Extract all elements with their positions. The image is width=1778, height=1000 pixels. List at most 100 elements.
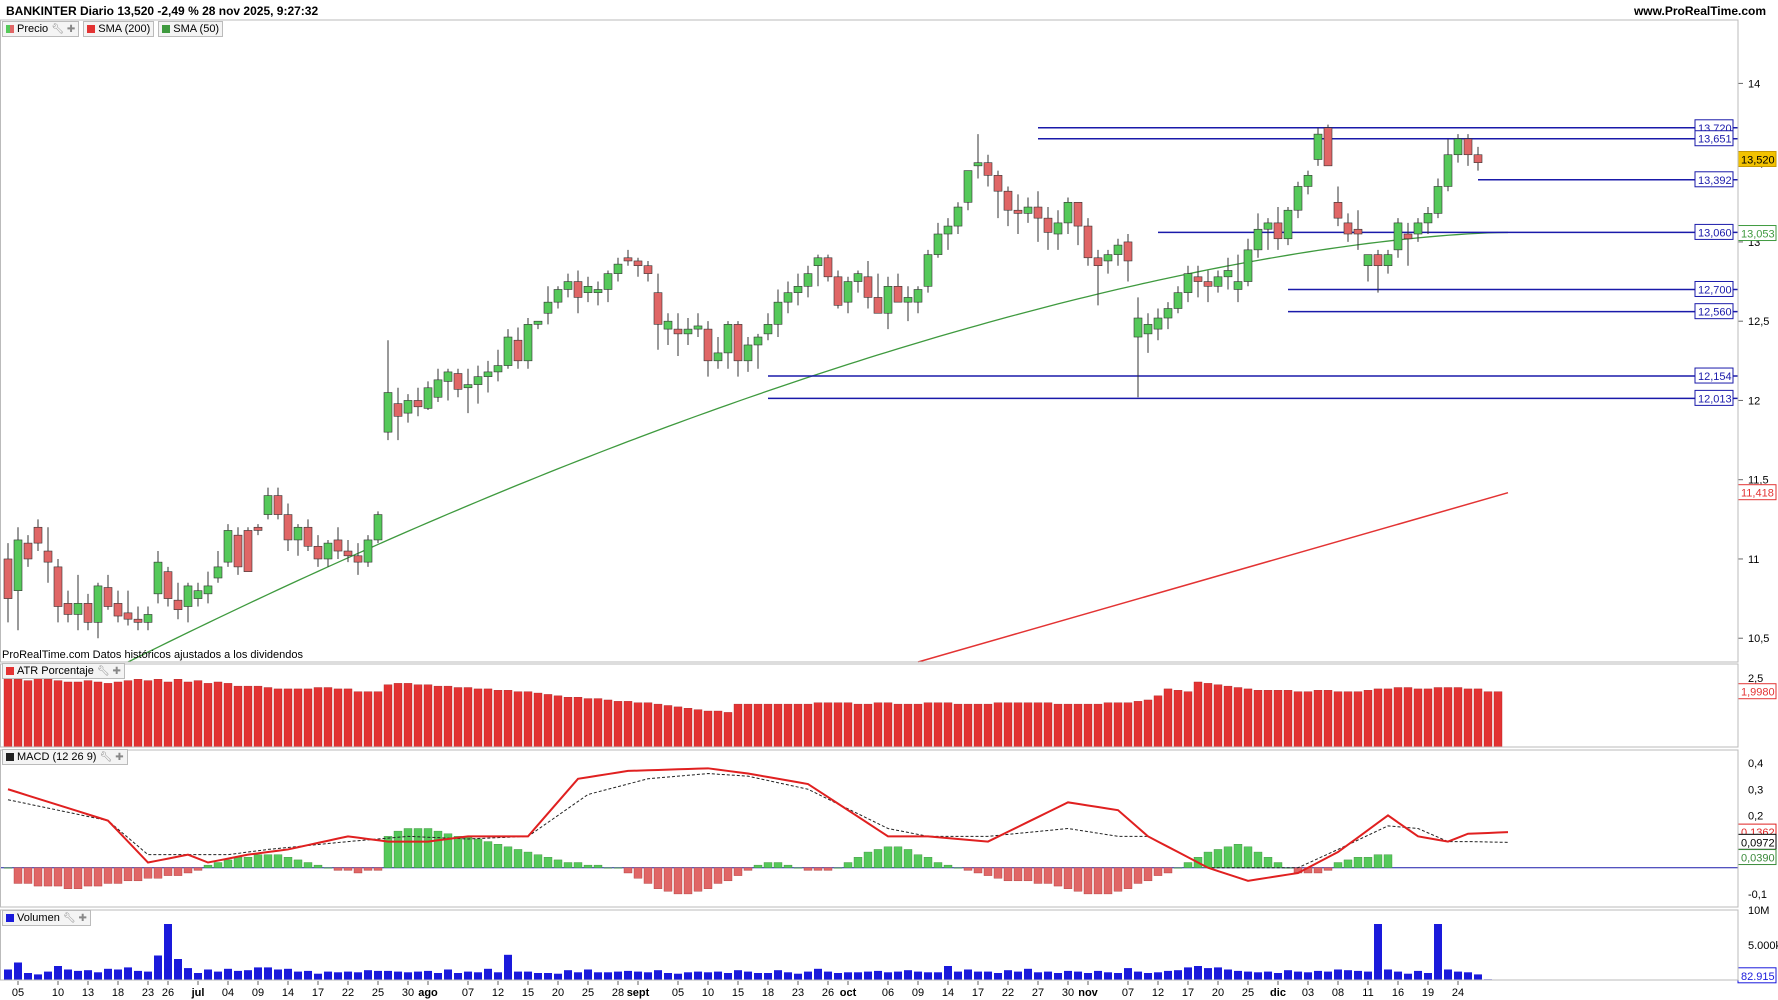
volume-bar — [924, 972, 932, 980]
atr-bar — [963, 703, 973, 748]
atr-bar — [1173, 690, 1183, 748]
macd-hist-bar — [463, 836, 473, 868]
atr-bar — [783, 703, 793, 748]
macd-hist-bar — [723, 867, 733, 882]
candle-body — [713, 352, 723, 362]
candle-body — [213, 566, 223, 579]
volume-bar — [1234, 970, 1242, 980]
legend-sma200[interactable]: SMA (200) — [83, 21, 155, 37]
candle-body — [483, 371, 493, 377]
candle-body — [1243, 249, 1253, 282]
candle-body — [1133, 317, 1143, 338]
volume-bar — [194, 973, 202, 980]
candle-body — [463, 384, 473, 389]
sma50-value-label: 13,053 — [1741, 229, 1775, 241]
macd-hist-bar — [793, 867, 803, 869]
legend-macd[interactable]: MACD (12 26 9) 🔧︎ ✚ — [2, 749, 128, 765]
atr-bar — [373, 691, 383, 748]
legend-sma200-label: SMA (200) — [98, 23, 151, 35]
add-icon[interactable]: ✚ — [112, 665, 121, 677]
volume-bar — [794, 973, 802, 980]
candle-body — [23, 542, 33, 560]
volume-bar — [814, 968, 822, 980]
volume-bar — [14, 962, 22, 980]
macd-hist-bar — [223, 859, 233, 868]
volume-bar — [314, 973, 322, 980]
macd-hist-bar — [873, 849, 883, 868]
candle-body — [1183, 273, 1193, 293]
macd-hist-bar — [1163, 867, 1173, 874]
candle-body — [53, 566, 63, 607]
atr-bar — [1413, 688, 1423, 748]
legend-volume[interactable]: Volumen 🔧︎ ✚ — [2, 910, 91, 926]
volume-bar — [1254, 972, 1262, 980]
legend-price[interactable]: Precio 🔧︎ ✚ — [2, 21, 80, 37]
candle-body — [1263, 222, 1273, 230]
atr-bar — [1093, 703, 1103, 748]
macd-hist-bar — [983, 867, 993, 876]
volume-bar — [64, 969, 72, 980]
volume-bar — [284, 968, 292, 980]
macd-hist-bar — [593, 864, 603, 868]
atr-bar — [93, 681, 103, 748]
wrench-icon[interactable]: 🔧︎ — [99, 751, 113, 763]
wrench-icon[interactable]: 🔧︎ — [62, 912, 76, 924]
candle-body — [813, 257, 823, 267]
wrench-icon[interactable]: 🔧︎ — [51, 23, 64, 35]
candle-body — [1233, 281, 1243, 290]
atr-bar — [1253, 690, 1263, 748]
atr-bar — [1243, 688, 1253, 748]
volume-bar — [724, 973, 732, 980]
macd-hist-bar — [173, 867, 183, 876]
atr-bar — [723, 712, 733, 748]
atr-bar — [593, 698, 603, 748]
candle-body — [1473, 154, 1483, 163]
add-icon[interactable]: ✚ — [66, 23, 76, 35]
x-tick-label: 07 — [462, 987, 474, 999]
volume-bar — [444, 969, 452, 980]
candle-body — [1153, 317, 1163, 330]
wrench-icon[interactable]: 🔧︎ — [96, 665, 110, 677]
macd-hist-bar — [603, 867, 613, 869]
candle-body — [1033, 206, 1043, 219]
panel-frame — [0, 663, 1739, 748]
macd-hist-bar — [63, 867, 73, 889]
atr-bar — [313, 687, 323, 748]
macd-hist-bar — [1003, 867, 1013, 882]
candle-body — [73, 603, 83, 615]
atr-bar — [813, 702, 823, 748]
legend-sma50[interactable]: SMA (50) — [158, 21, 224, 37]
atr-bar — [153, 679, 163, 748]
atr-bar — [1473, 688, 1483, 748]
macd-hist-bar — [183, 867, 193, 874]
macd-hist-bar — [1183, 862, 1193, 868]
add-icon[interactable]: ✚ — [78, 912, 87, 924]
atr-bar — [1113, 702, 1123, 748]
candle-body — [773, 301, 783, 325]
candle-body — [1253, 228, 1263, 251]
x-tick-label: 03 — [1302, 987, 1314, 999]
atr-bar — [563, 697, 573, 748]
macd-hist-bar — [1143, 867, 1153, 882]
atr-bar — [903, 703, 913, 748]
x-tick-label: 25 — [1242, 987, 1254, 999]
x-tick-label: 19 — [1422, 987, 1434, 999]
macd-hist-bar — [513, 849, 523, 868]
volume-bar — [574, 972, 582, 980]
legend-atr[interactable]: ATR Porcentaje 🔧︎ ✚ — [2, 663, 125, 679]
volume-bar — [764, 973, 772, 980]
candle-body — [913, 289, 923, 303]
y-tick-label: 12 — [1748, 395, 1760, 407]
candle-body — [133, 618, 143, 623]
macd-hist-bar — [993, 867, 1003, 879]
candle-body — [1273, 222, 1283, 240]
atr-bar — [1053, 703, 1063, 748]
add-icon[interactable]: ✚ — [115, 751, 124, 763]
legend-sma50-label: SMA (50) — [173, 23, 220, 35]
macd-hist-bar — [303, 862, 313, 868]
atr-bar — [303, 688, 313, 748]
macd-hist-bar — [1263, 857, 1273, 868]
macd-hist-bar — [193, 867, 203, 871]
x-tick-label: 22 — [342, 987, 354, 999]
